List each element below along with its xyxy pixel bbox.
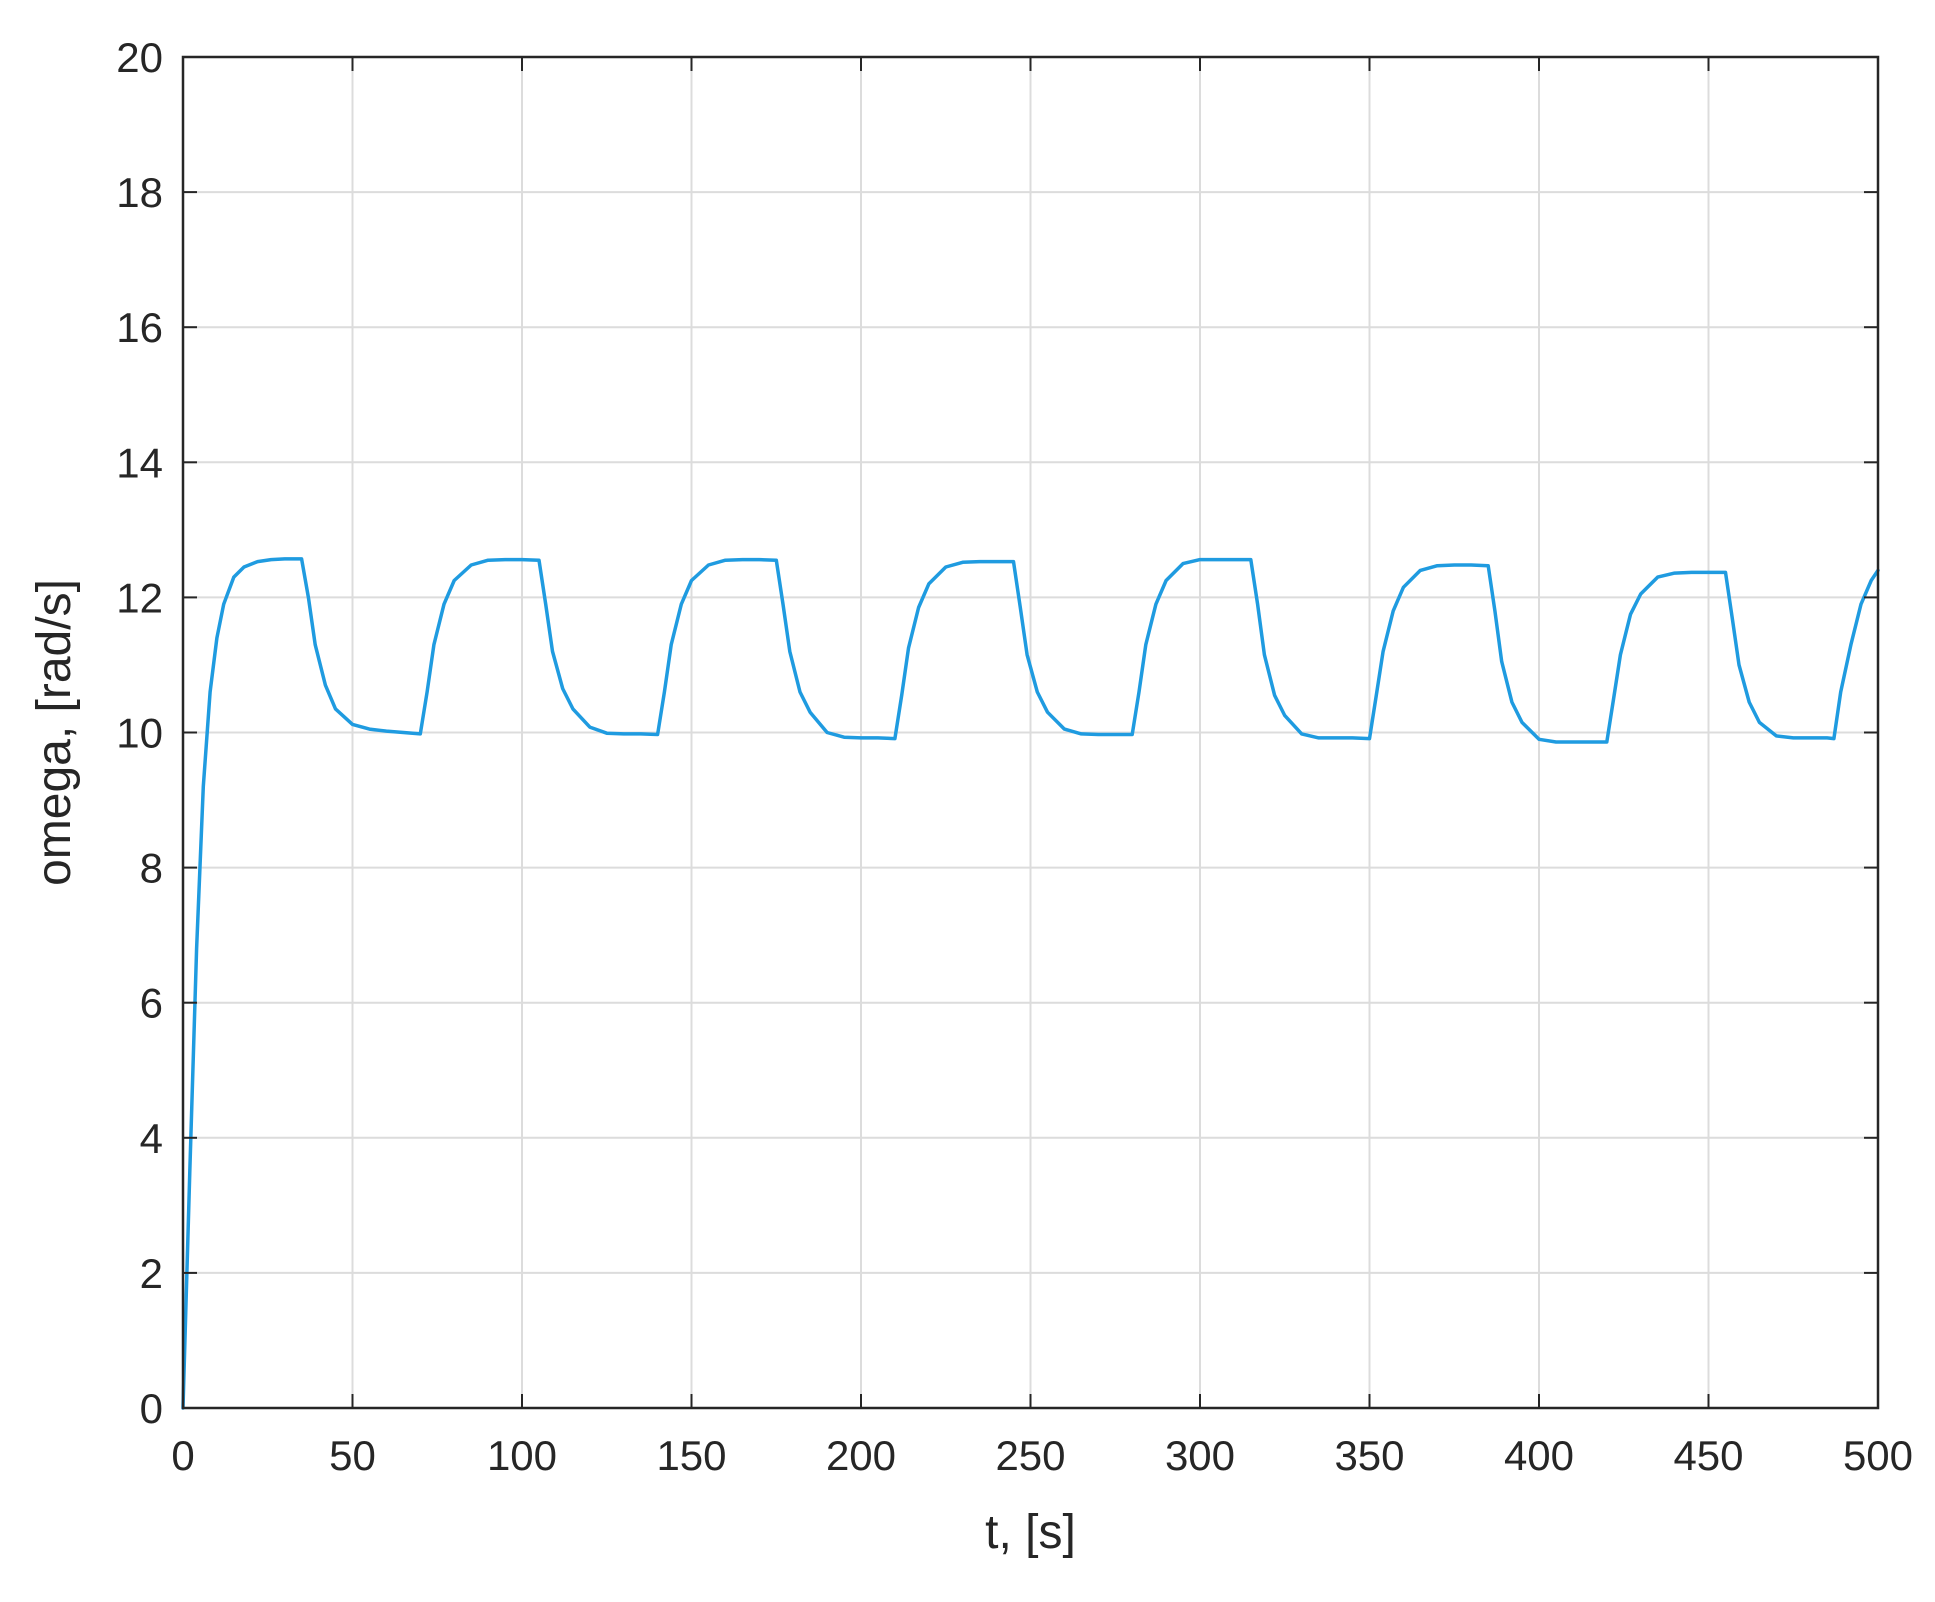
tick-layer: 0 50 100 150 200 250 300 350 400 450 500 0 2 4 6 8 10 12 1… (116, 34, 1913, 1479)
x-tick-label: 150 (656, 1432, 726, 1479)
y-tick-label: 4 (140, 1115, 163, 1162)
y-tick-label: 0 (140, 1385, 163, 1432)
y-tick-label: 16 (116, 304, 163, 351)
x-tick-label: 400 (1504, 1432, 1574, 1479)
y-tick-label: 14 (116, 439, 163, 486)
series-layer (181, 557, 1880, 1410)
x-tick-label: 350 (1334, 1432, 1404, 1479)
x-tick-label: 450 (1673, 1432, 1743, 1479)
y-tick-label: 8 (140, 845, 163, 892)
y-tick-label: 12 (116, 574, 163, 621)
label-layer: t, [s] omega, [rad/s] (28, 579, 1076, 1559)
x-tick-label: 100 (487, 1432, 557, 1479)
series-line (181, 557, 1880, 1410)
x-tick-label: 200 (826, 1432, 896, 1479)
x-tick-label: 50 (329, 1432, 376, 1479)
y-tick-label: 6 (140, 980, 163, 1027)
x-tick-label: 500 (1843, 1432, 1913, 1479)
y-tick-label: 20 (116, 34, 163, 81)
x-axis-label: t, [s] (985, 1506, 1076, 1559)
grid-layer (183, 57, 1878, 1408)
y-tick-label: 18 (116, 169, 163, 216)
y-tick-label: 10 (116, 710, 163, 757)
x-tick-label: 0 (171, 1432, 194, 1479)
x-tick-label: 300 (1165, 1432, 1235, 1479)
y-axis-label: omega, [rad/s] (28, 579, 81, 886)
x-tick-label: 250 (995, 1432, 1065, 1479)
y-tick-label: 2 (140, 1250, 163, 1297)
